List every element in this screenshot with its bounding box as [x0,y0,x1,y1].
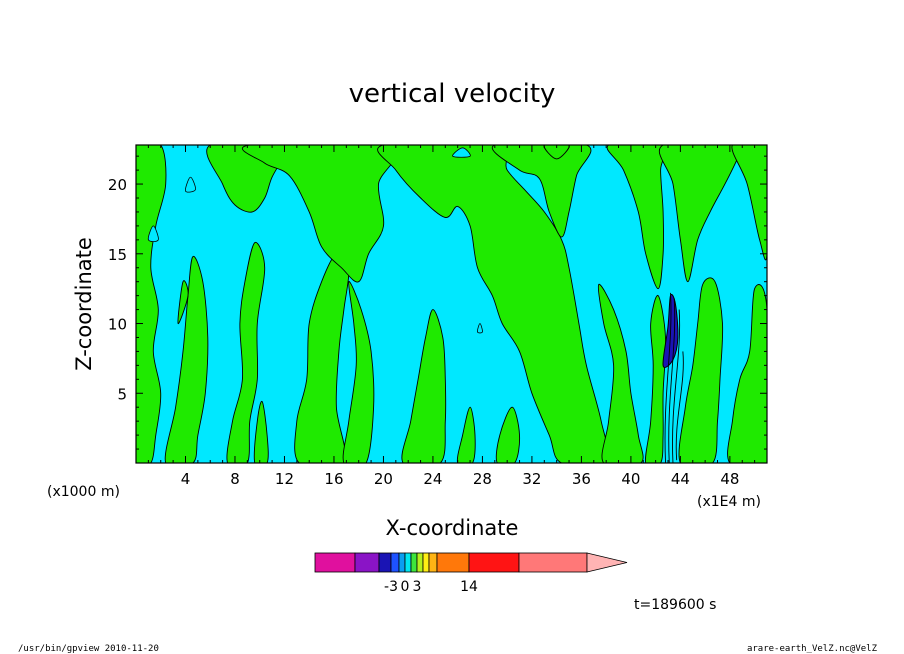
contour-line [668,298,676,463]
x-tick-label: 28 [473,470,492,488]
contour-region [491,145,592,238]
x-tick-label: 40 [621,470,640,488]
colorbar-arrow [586,552,628,573]
y-tick-label: 15 [108,246,127,264]
x-axis: 4 8 12 16 20 24 28 32 36 40 44 48 [147,145,756,488]
time-label: t=189600 s [634,597,716,613]
colorbar-segment [314,552,356,573]
contour-region [401,309,447,463]
colorbar-segment [390,552,400,573]
contour-region [597,283,644,463]
y-tick-label: 10 [108,316,127,334]
contour-region [136,145,167,463]
colorbar-segment [404,552,412,573]
colorbar-tick-label: 3 [413,579,422,595]
footer-program: /usr/bin/gpview 2010-11-20 [18,644,159,654]
x-tick-label: 4 [181,470,191,488]
y-axis: 5 10 15 20 [108,155,767,450]
y-axis-label: Z-coordinate [72,237,96,371]
contour-hole [477,323,483,334]
contour-region [253,400,269,463]
colorbar-segment [518,552,588,573]
x-tick-label: 36 [572,470,591,488]
contour-line [675,351,684,461]
x-tick-label: 24 [423,470,442,488]
contour-region [731,145,767,261]
contour-region [377,145,610,463]
contour-field [136,145,767,463]
contour-line [672,309,681,463]
y-tick-label: 20 [108,176,127,194]
chart-title: vertical velocity [349,79,556,109]
colorbar-segment [428,552,438,573]
x-unit-right: (x1E4 m) [697,494,761,510]
contour-region [342,281,375,463]
plot-frame [135,144,768,464]
colorbar-segment [378,552,392,573]
contour-region [727,284,767,463]
colorbar-tick-label: 0 [401,579,410,595]
contour-region [177,280,189,324]
colorbar-segment [436,552,470,573]
x-tick-label: 12 [275,470,294,488]
contour-region [543,145,570,160]
contour-region [495,406,521,463]
x-tick-label: 48 [720,470,739,488]
x-tick-label: 20 [374,470,393,488]
colorbar-segment [398,552,406,573]
colorbar-segment [422,552,430,573]
contour-hole [185,176,196,193]
contour-region [678,277,724,463]
colorbar-segment [416,552,424,573]
colorbar-segment [410,552,418,573]
x-tick-label: 32 [522,470,541,488]
colorbar-segment [468,552,520,573]
x-axis-label: X-coordinate [386,516,519,540]
y-tick-label: 5 [117,385,127,403]
contour-region [644,295,667,463]
x-tick-label: 8 [230,470,240,488]
x-tick-label: 16 [324,470,343,488]
contour-region [456,406,476,463]
contour-region [164,256,209,463]
x-unit-left: (x1000 m) [47,484,120,500]
colorbar-tick-label: -3 [384,579,398,595]
contour-region [226,242,266,463]
colorbar-segment [354,552,380,573]
colorbar-tick-labels: -3 0 3 14 [384,579,478,595]
x-tick-label: 44 [671,470,690,488]
colorbar-tick-label: 14 [460,579,478,595]
contour-hole [147,225,159,242]
contour-line [664,292,672,463]
footer-source: arare-earth_VelZ.nc@VelZ [747,644,878,654]
colorbar [314,552,628,573]
contour-hole [452,147,471,158]
